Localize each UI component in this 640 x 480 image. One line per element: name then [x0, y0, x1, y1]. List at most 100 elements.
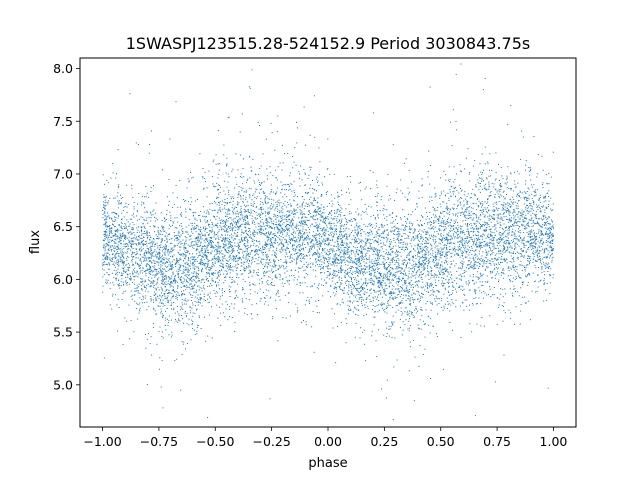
scatter-point [209, 301, 210, 303]
scatter-point [230, 267, 232, 269]
scatter-point [298, 237, 300, 239]
scatter-point [410, 276, 412, 278]
scatter-point [154, 287, 156, 289]
scatter-point [106, 236, 108, 238]
scatter-point [163, 263, 165, 265]
scatter-point [382, 231, 384, 233]
scatter-point [406, 266, 407, 268]
scatter-point [482, 213, 484, 215]
scatter-point [545, 196, 547, 198]
scatter-point [354, 255, 356, 257]
scatter-point [230, 241, 232, 243]
scatter-point [262, 153, 264, 155]
scatter-point [411, 273, 413, 275]
scatter-point [148, 306, 150, 308]
scatter-point [122, 197, 124, 199]
scatter-point [379, 273, 381, 274]
scatter-point [115, 217, 117, 218]
scatter-point [232, 210, 234, 212]
scatter-point [289, 188, 291, 190]
scatter-point [126, 255, 128, 257]
scatter-point [424, 263, 426, 265]
scatter-point [552, 239, 554, 241]
scatter-point [211, 272, 213, 274]
scatter-point [504, 231, 505, 233]
scatter-point [261, 209, 262, 211]
scatter-point [105, 234, 107, 236]
scatter-point [465, 211, 467, 213]
scatter-point [406, 289, 408, 291]
scatter-point [368, 248, 370, 249]
scatter-point [196, 243, 198, 245]
scatter-point [484, 78, 486, 79]
scatter-point [184, 312, 186, 314]
scatter-point [440, 239, 442, 241]
scatter-point [203, 215, 205, 217]
scatter-point [458, 274, 460, 276]
scatter-point [200, 221, 202, 222]
scatter-point [189, 274, 191, 276]
scatter-point [165, 245, 167, 247]
scatter-point [161, 360, 163, 362]
scatter-point [452, 191, 454, 193]
scatter-point [159, 230, 161, 232]
scatter-point [155, 217, 157, 219]
scatter-point [352, 277, 354, 279]
scatter-point [358, 259, 360, 261]
scatter-point [499, 218, 501, 220]
scatter-point [486, 226, 488, 228]
scatter-point [166, 262, 168, 264]
scatter-point [446, 223, 448, 225]
scatter-point [192, 222, 194, 224]
scatter-point [483, 263, 485, 265]
scatter-point [123, 240, 125, 242]
scatter-point [205, 250, 206, 252]
scatter-point [136, 210, 138, 212]
scatter-point [153, 238, 154, 239]
scatter-point [358, 281, 360, 283]
scatter-point [129, 278, 130, 280]
scatter-point [166, 289, 167, 291]
scatter-point [267, 236, 269, 238]
scatter-point [241, 248, 243, 250]
scatter-point [207, 335, 209, 337]
scatter-point [311, 216, 313, 218]
scatter-point [154, 310, 156, 312]
scatter-point [501, 253, 503, 255]
scatter-point [324, 176, 325, 178]
scatter-point [334, 229, 336, 231]
scatter-point [155, 202, 157, 204]
scatter-point [271, 203, 272, 205]
scatter-point [282, 223, 284, 225]
scatter-point [421, 250, 423, 251]
scatter-point [458, 253, 459, 255]
scatter-point [300, 210, 302, 212]
scatter-point [386, 239, 388, 241]
scatter-point [172, 271, 174, 273]
scatter-point [139, 258, 141, 260]
scatter-point [131, 228, 133, 230]
scatter-point [152, 282, 154, 284]
scatter-point [117, 207, 119, 209]
scatter-point [354, 253, 356, 255]
scatter-point [335, 262, 337, 264]
scatter-point [282, 162, 284, 164]
scatter-point [226, 215, 228, 217]
scatter-point [537, 218, 539, 220]
scatter-point [363, 248, 365, 250]
scatter-point [322, 215, 324, 217]
scatter-point [387, 238, 389, 240]
scatter-point [293, 161, 295, 163]
scatter-point [409, 258, 411, 260]
scatter-point [329, 263, 331, 265]
scatter-point [335, 253, 337, 255]
scatter-point [332, 327, 334, 329]
scatter-point [242, 218, 244, 220]
scatter-point [401, 290, 403, 292]
scatter-point [267, 224, 269, 226]
scatter-point [164, 298, 166, 300]
scatter-point [388, 328, 390, 330]
scatter-point [173, 203, 175, 205]
scatter-point [521, 209, 523, 211]
scatter-point [267, 256, 269, 257]
